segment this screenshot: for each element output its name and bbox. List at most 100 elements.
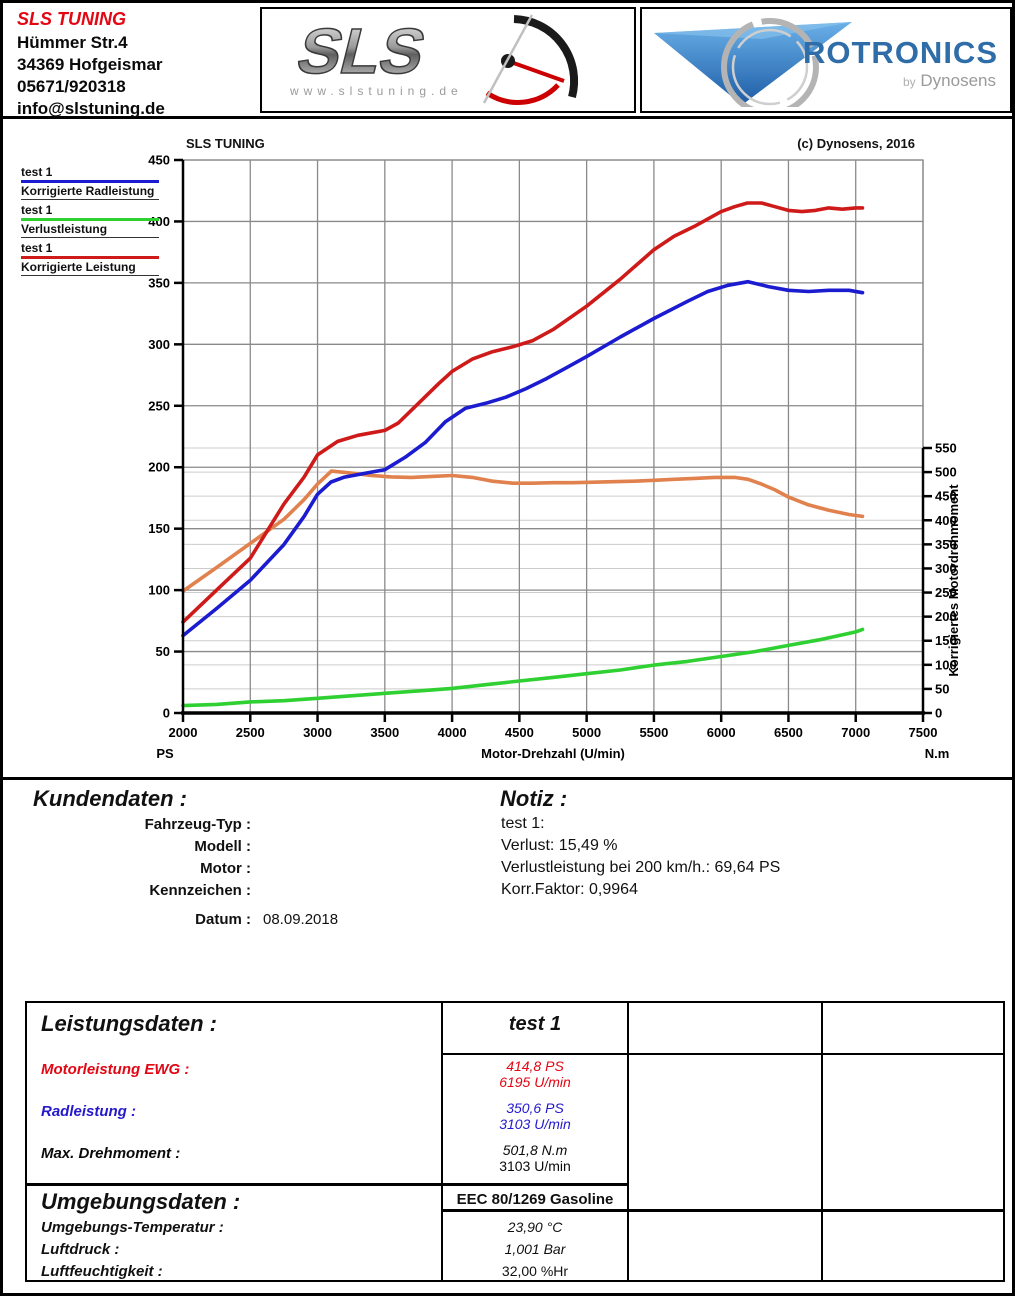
drehmoment-rpm: 3103 U/min (499, 1158, 571, 1174)
table-title: Leistungsdaten : (41, 1011, 218, 1036)
svg-text:100: 100 (148, 583, 170, 598)
svg-text:150: 150 (935, 633, 957, 648)
notiz-line-verlustleistung: Verlustleistung bei 200 km/h.: 69,64 PS (501, 859, 781, 876)
company-name: SLS TUNING (17, 9, 127, 29)
legend-label: Verlustleistung (21, 222, 159, 238)
motorleistung-ps: 414,8 PS (506, 1058, 564, 1074)
table-divider (821, 1003, 823, 1280)
legend-entry-radleistung: test 1 Korrigierte Radleistung (21, 166, 159, 200)
svg-text:50: 50 (935, 681, 949, 696)
radleistung-ps: 350,6 PS (506, 1100, 564, 1116)
umgebungsdaten-title: Umgebungsdaten : (41, 1189, 241, 1214)
dyno-chart-plot: 0501001502002503003504004500501001502002… (148, 153, 961, 762)
gauge-icon (482, 14, 579, 105)
svg-text:6500: 6500 (774, 725, 803, 740)
svg-text:400: 400 (935, 513, 957, 528)
svg-text:200: 200 (148, 460, 170, 475)
svg-text:4000: 4000 (438, 725, 467, 740)
address-city: 34369 Hofgeismar (17, 55, 163, 74)
row-value-drehmoment: 501,8 N.m 3103 U/min (442, 1142, 628, 1174)
chart-title: SLS TUNING (186, 136, 265, 151)
legend-entry-leistung: test 1 Korrigierte Leistung (21, 242, 159, 276)
svg-text:300: 300 (935, 561, 957, 576)
legend-line-red (21, 256, 159, 259)
env-label-luftfeuchtigkeit: Luftfeuchtigkeit : (41, 1263, 163, 1280)
legend-test-name: test 1 (21, 241, 53, 255)
rotronics-flag-icon (654, 22, 852, 105)
svg-text:500: 500 (935, 465, 957, 480)
address-street: Hümmer Str.4 (17, 33, 128, 52)
svg-text:200: 200 (935, 609, 957, 624)
svg-text:4500: 4500 (505, 725, 534, 740)
env-value-temperatur: 23,90 °C (507, 1219, 563, 1235)
rotronics-ring-icon (721, 18, 819, 116)
svg-text:50: 50 (156, 644, 170, 659)
svg-text:2000: 2000 (169, 725, 198, 740)
notiz-heading: Notiz : (500, 786, 568, 811)
row-value-radleistung: 350,6 PS 3103 U/min (442, 1100, 628, 1132)
svg-text:3000: 3000 (303, 725, 332, 740)
svg-text:6000: 6000 (707, 725, 736, 740)
rotronics-sub: by Dynosens (903, 71, 996, 91)
row-label-drehmoment: Max. Drehmoment : (41, 1145, 181, 1162)
legend-entry-verlustleistung: test 1 Verlustleistung (21, 204, 159, 238)
notiz-line-verlust: Verlust: 15,49 % (501, 837, 618, 854)
svg-text:450: 450 (935, 489, 957, 504)
legend-label: Korrigierte Radleistung (21, 184, 159, 200)
legend-line-blue (21, 180, 159, 183)
sls-logo-graphic: SLS www.slstuning.de (289, 14, 579, 105)
svg-text:250: 250 (935, 585, 957, 600)
svg-text:450: 450 (148, 153, 170, 168)
svg-text:150: 150 (148, 521, 170, 536)
row-label-motorleistung: Motorleistung EWG : (41, 1061, 190, 1078)
rotronics-dynosens: Dynosens (920, 71, 996, 90)
env-value-luftfeuchtigkeit: 32,00 %Hr (501, 1263, 569, 1279)
company-address-block: SLS TUNING Hümmer Str.4 34369 Hofgeismar… (17, 9, 257, 120)
table-divider (441, 1003, 443, 1280)
env-label-temperatur: Umgebungs-Temperatur : (41, 1219, 224, 1236)
svg-text:PS: PS (156, 746, 174, 761)
svg-text:3500: 3500 (370, 725, 399, 740)
drehmoment-nm: 501,8 N.m (502, 1142, 568, 1158)
legend-line-green (21, 218, 159, 221)
env-value-luftdruck: 1,001 Bar (504, 1241, 566, 1257)
rotronics-brand: ROTRONICS (803, 35, 998, 70)
rotronics-logo: ROTRONICS by Dynosens (640, 7, 1012, 116)
eec-standard: EEC 80/1269 Gasoline (456, 1191, 614, 1208)
row-value-motorleistung: 414,8 PS 6195 U/min (442, 1058, 628, 1090)
row-label-radleistung: Radleistung : (41, 1103, 137, 1120)
leistungsdaten-table: Leistungsdaten : test 1 Motorleistung EW… (25, 1001, 1005, 1282)
kundendaten-heading: Kundendaten : (33, 786, 187, 811)
motorleistung-rpm: 6195 U/min (499, 1074, 571, 1090)
table-divider (627, 1003, 629, 1280)
legend-label: Korrigierte Leistung (21, 260, 159, 276)
rotronics-graphic (654, 18, 852, 116)
svg-text:2500: 2500 (236, 725, 265, 740)
sls-letters: SLS (290, 14, 434, 87)
svg-text:5000: 5000 (572, 725, 601, 740)
svg-text:Korrigiertes Motordrehmoment: Korrigiertes Motordrehmoment (946, 484, 961, 677)
svg-text:100: 100 (935, 657, 957, 672)
svg-text:0: 0 (935, 706, 942, 721)
svg-text:0: 0 (163, 706, 170, 721)
chart-copyright: (c) Dynosens, 2016 (797, 136, 915, 151)
svg-text:550: 550 (935, 441, 957, 456)
table-col-header: test 1 (508, 1013, 562, 1035)
svg-text:7000: 7000 (841, 725, 870, 740)
svg-text:350: 350 (935, 537, 957, 552)
env-label-luftdruck: Luftdruck : (41, 1241, 120, 1258)
svg-text:400: 400 (148, 214, 170, 229)
address-phone: 05671/920318 (17, 77, 126, 96)
legend-test-name: test 1 (21, 165, 53, 179)
field-value-datum: 08.09.2018 (263, 911, 339, 928)
table-eec-line (441, 1209, 1003, 1212)
field-label-datum: Datum : (195, 911, 251, 928)
field-label-modell: Modell : (194, 838, 251, 855)
sls-logo: SLS www.slstuning.de (260, 7, 636, 113)
report-header: SLS TUNING Hümmer Str.4 34369 Hofgeismar… (3, 3, 1012, 119)
svg-text:250: 250 (148, 398, 170, 413)
svg-text:5500: 5500 (639, 725, 668, 740)
address-email: info@slstuning.de (17, 99, 165, 118)
notiz-line-korrfaktor: Korr.Faktor: 0,9964 (501, 881, 638, 898)
